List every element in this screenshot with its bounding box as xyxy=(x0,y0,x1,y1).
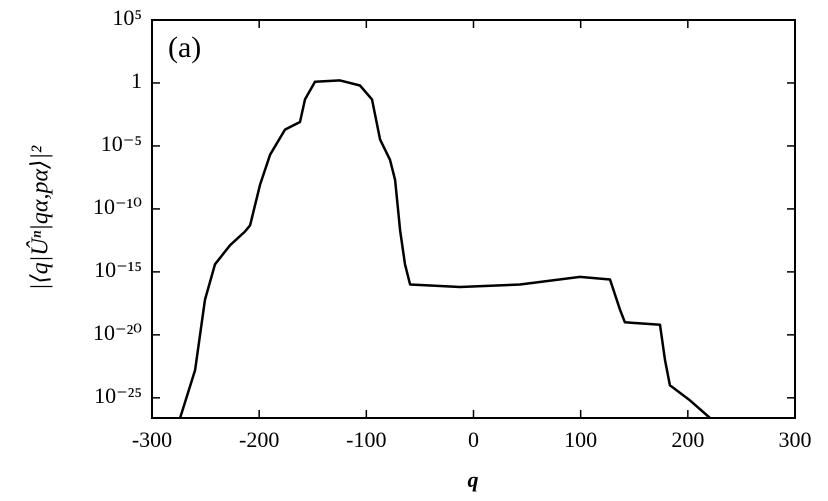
y-tick-label: 10⁻¹⁰ xyxy=(93,194,142,219)
data-line xyxy=(178,79,711,418)
x-tick-label: -100 xyxy=(346,427,386,452)
annotation: (a) xyxy=(168,31,201,64)
x-tick-label: -200 xyxy=(239,427,279,452)
x-tick-label: -300 xyxy=(132,427,172,452)
x-tick-label: 100 xyxy=(564,427,597,452)
x-tick-label: 300 xyxy=(779,427,812,452)
y-tick-label: 10⁻⁵ xyxy=(101,131,142,156)
y-axis-label: |⟨q|Ûⁿ|qα,pα⟩|² xyxy=(27,145,54,290)
x-tick-label: 200 xyxy=(671,427,704,452)
y-tick-label: 10⁵ xyxy=(112,5,142,30)
y-tick-label: 10⁻²⁰ xyxy=(93,320,142,345)
x-tick-label: 0 xyxy=(468,427,479,452)
y-tick-label: 10⁻¹⁵ xyxy=(94,257,142,282)
y-tick-label: 10⁻²⁵ xyxy=(94,383,142,408)
plot-frame xyxy=(151,19,796,419)
y-tick-label: 1 xyxy=(131,68,142,93)
x-axis-label: q xyxy=(468,467,479,492)
